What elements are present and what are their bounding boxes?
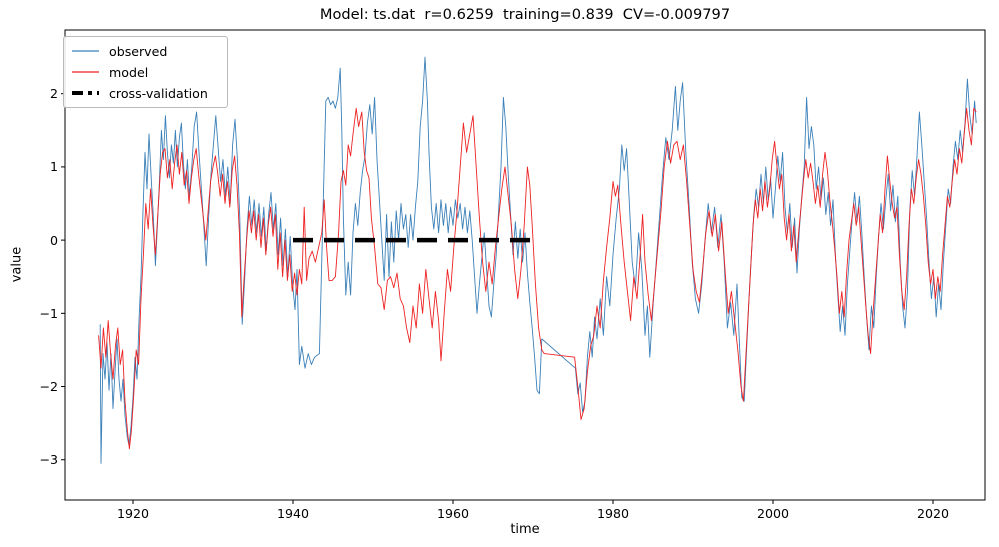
chart-title: Model: ts.dat r=0.6259 training=0.839 CV… — [319, 6, 731, 23]
x-tick-label: 2000 — [756, 506, 790, 521]
y-tick-label: 0 — [49, 232, 58, 248]
x-tick-label: 1920 — [116, 506, 150, 521]
y-tick-label: 2 — [49, 86, 58, 102]
y-tick-label: −2 — [39, 379, 58, 395]
y-tick-label: −1 — [39, 305, 58, 321]
legend-item-label: observed — [109, 43, 168, 59]
series-line-observed — [99, 56, 977, 464]
observed-line-sample-icon — [72, 50, 99, 52]
model-line-sample-icon — [72, 71, 99, 73]
y-axis-label: value — [9, 246, 25, 283]
legend-item-label: model — [109, 64, 149, 80]
legend-item-observed: observed — [71, 43, 219, 59]
legend-item-model: model — [71, 64, 219, 80]
x-axis-label: time — [510, 522, 540, 537]
legend-item-cross-validation: cross-validation — [71, 85, 219, 101]
y-tick-label: 1 — [49, 159, 58, 175]
x-tick-label: 1940 — [276, 506, 310, 521]
cross-validation-line-sample-icon — [72, 91, 99, 95]
y-tick-label: −3 — [39, 452, 58, 468]
legend: observed model cross-validation — [63, 36, 228, 108]
x-tick-label: 2020 — [916, 506, 950, 521]
axes-box — [64, 29, 986, 501]
x-tick-label: 1960 — [436, 506, 470, 521]
legend-item-label: cross-validation — [109, 85, 208, 101]
series-line-model — [98, 107, 977, 450]
x-tick-label: 1980 — [596, 506, 630, 521]
